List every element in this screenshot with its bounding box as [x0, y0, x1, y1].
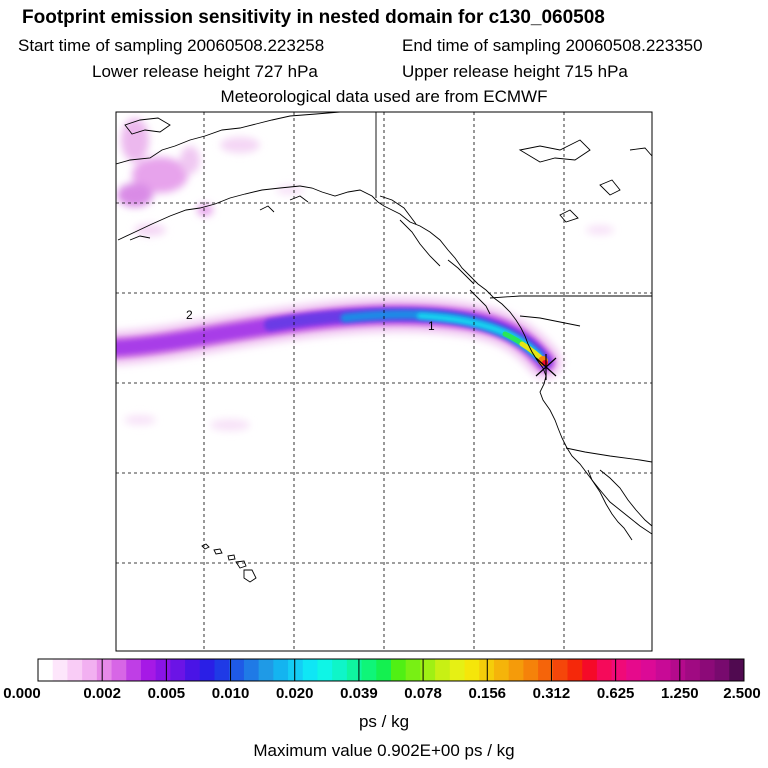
colorbar-cell [346, 659, 363, 681]
trajectory-label-1: 1 [428, 319, 435, 333]
colorbar-cell [538, 659, 554, 681]
colorbar-cell [523, 659, 539, 681]
max-value-label: Maximum value 0.902E+00 ps / kg [253, 741, 515, 760]
colorbar-cell [508, 659, 524, 681]
colorbar-cell [317, 659, 333, 681]
colorbar-tick-label: 0.312 [532, 685, 571, 702]
colorbar-tick-label: 0.010 [211, 685, 250, 702]
colorbar-cell [38, 659, 54, 681]
coastlines [116, 112, 652, 583]
colorbar-tick-label: 0.020 [275, 685, 314, 702]
colorbar-cell [376, 659, 392, 681]
colorbar-cell [611, 659, 627, 681]
colorbar-cell [582, 659, 598, 681]
start-time-label: Start time of sampling 20060508.223258 [18, 36, 325, 55]
colorbar-tick-label: 0.000 [3, 685, 41, 702]
colorbar-tick-label: 0.078 [404, 685, 442, 702]
colorbar-cell [96, 659, 113, 681]
colorbar-cell [391, 659, 407, 681]
colorbar-tick-label: 1.250 [661, 685, 699, 702]
colorbar-tick-label: 0.039 [340, 685, 378, 702]
colorbar-cell [714, 659, 730, 681]
lower-height-label: Lower release height 727 hPa [92, 62, 318, 81]
colorbar-units: ps / kg [358, 712, 410, 731]
colorbar-cell [214, 659, 230, 681]
colorbar-cell [111, 659, 127, 681]
colorbar-cell [420, 659, 436, 681]
pink-patches [117, 118, 304, 236]
colorbar-cell [464, 659, 480, 681]
colorbar-cell [170, 659, 186, 681]
colorbar-cell [199, 659, 215, 681]
colorbar-tick-label: 2.500 [723, 685, 761, 702]
colorbar-cell [405, 659, 421, 681]
met-data-label: Meteorological data used are from ECMWF [220, 87, 548, 106]
colorbar-cell [332, 659, 348, 681]
colorbar-cell [288, 659, 304, 681]
colorbar-cell [185, 659, 201, 681]
colorbar-cell [729, 659, 745, 681]
colorbar-cell [140, 659, 157, 681]
colorbar-cell [670, 659, 686, 681]
colorbar-cell [685, 659, 701, 681]
map-content: 2 1 [116, 112, 652, 651]
emission-plume [116, 297, 562, 379]
colorbar-cell [449, 659, 466, 681]
colorbar-cell [552, 659, 568, 681]
colorbar-cell [655, 659, 671, 681]
end-time-label: End time of sampling 20060508.223350 [402, 36, 703, 55]
colorbar-cell [243, 659, 260, 681]
colorbar-cell [641, 659, 657, 681]
colorbar-cell [302, 659, 318, 681]
lat-lon-grid [116, 112, 652, 651]
plot-title: Footprint emission sensitivity in nested… [22, 7, 605, 28]
faint-patches [124, 225, 614, 431]
colorbar-tick-label: 0.625 [596, 685, 635, 702]
colorbar-cell [699, 659, 716, 681]
colorbar-cell [52, 659, 68, 681]
colorbar-cell [626, 659, 642, 681]
colorbar-cell [82, 659, 98, 681]
colorbar-cell [435, 659, 451, 681]
trajectory-label-2: 2 [186, 308, 193, 322]
colorbar-cell [258, 659, 274, 681]
upper-height-label: Upper release height 715 hPa [402, 62, 628, 81]
colorbar-border [37, 658, 745, 682]
colorbar-cell [567, 659, 583, 681]
map-frame [115, 111, 653, 652]
colorbar-cell [126, 659, 142, 681]
colorbar-cell [493, 659, 510, 681]
colorbar-cell [67, 659, 83, 681]
release-marker [535, 354, 557, 380]
colorbar [37, 658, 745, 682]
colorbar-cell [273, 659, 289, 681]
colorbar-tick-label: 0.005 [147, 685, 186, 702]
colorbar-cell [229, 659, 245, 681]
colorbar-cell [361, 659, 377, 681]
colorbar-cell [155, 659, 171, 681]
colorbar-tick-label: 0.156 [468, 685, 507, 702]
colorbar-tick-label: 0.002 [83, 685, 121, 702]
colorbar-cell [596, 659, 613, 681]
